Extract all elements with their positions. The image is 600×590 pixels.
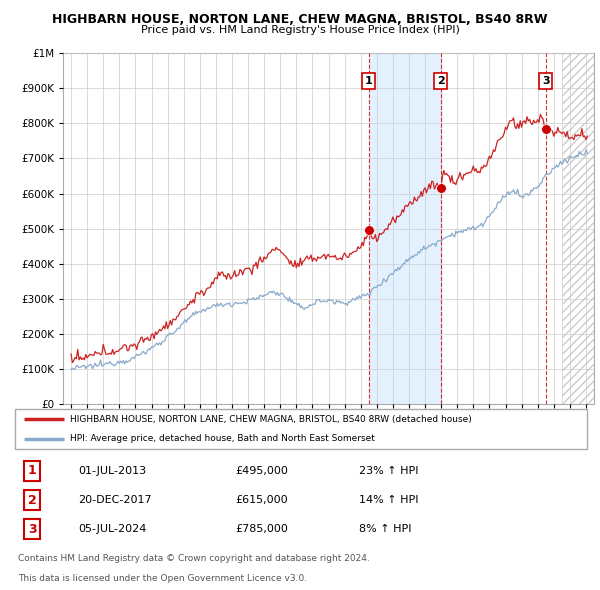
Text: HPI: Average price, detached house, Bath and North East Somerset: HPI: Average price, detached house, Bath… (70, 434, 375, 444)
Bar (369, 53, 440, 404)
Text: 8% ↑ HPI: 8% ↑ HPI (359, 525, 412, 535)
Text: 05-JUL-2024: 05-JUL-2024 (79, 525, 147, 535)
Text: HIGHBARN HOUSE, NORTON LANE, CHEW MAGNA, BRISTOL, BS40 8RW (detached house): HIGHBARN HOUSE, NORTON LANE, CHEW MAGNA,… (70, 415, 472, 424)
Bar (562, 53, 594, 404)
Text: 01-JUL-2013: 01-JUL-2013 (79, 466, 147, 476)
Text: £495,000: £495,000 (235, 466, 288, 476)
Text: 1: 1 (28, 464, 37, 477)
Text: 3: 3 (542, 76, 550, 86)
Text: HIGHBARN HOUSE, NORTON LANE, CHEW MAGNA, BRISTOL, BS40 8RW: HIGHBARN HOUSE, NORTON LANE, CHEW MAGNA,… (52, 13, 548, 26)
Bar (562, 53, 594, 404)
Text: £615,000: £615,000 (235, 495, 287, 505)
Text: 3: 3 (28, 523, 37, 536)
Text: £785,000: £785,000 (235, 525, 288, 535)
Text: 14% ↑ HPI: 14% ↑ HPI (359, 495, 419, 505)
Text: 1: 1 (365, 76, 373, 86)
Text: 20-DEC-2017: 20-DEC-2017 (79, 495, 152, 505)
Text: Price paid vs. HM Land Registry's House Price Index (HPI): Price paid vs. HM Land Registry's House … (140, 25, 460, 35)
Text: 2: 2 (28, 493, 37, 507)
Text: Contains HM Land Registry data © Crown copyright and database right 2024.: Contains HM Land Registry data © Crown c… (18, 555, 370, 563)
Text: 2: 2 (437, 76, 445, 86)
Text: 23% ↑ HPI: 23% ↑ HPI (359, 466, 419, 476)
FancyBboxPatch shape (15, 409, 587, 449)
Text: This data is licensed under the Open Government Licence v3.0.: This data is licensed under the Open Gov… (18, 573, 307, 583)
